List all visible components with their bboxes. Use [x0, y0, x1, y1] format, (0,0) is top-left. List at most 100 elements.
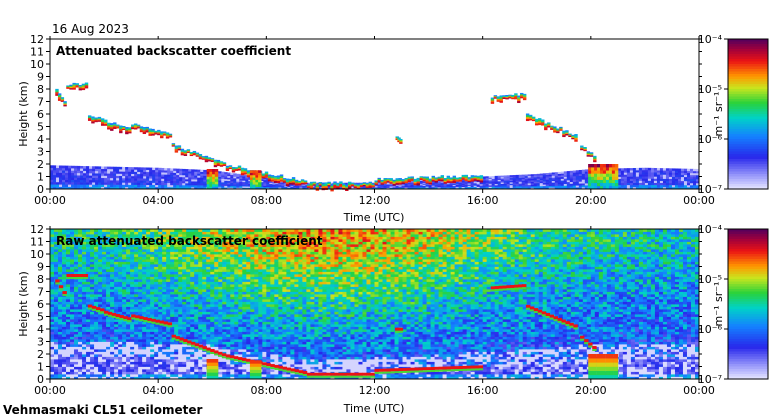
aerosol-cell: [116, 166, 120, 170]
cloud-cell: [359, 183, 364, 185]
aerosol-cell: [149, 186, 153, 190]
intense-cell: [212, 181, 216, 185]
raw-cell: [114, 336, 119, 340]
aerosol-cell: [140, 173, 144, 177]
aerosol-cell: [686, 184, 691, 188]
intense-cell: [258, 181, 262, 185]
raw-cell: [98, 229, 103, 232]
aerosol-cell: [650, 184, 655, 188]
aerosol-cell: [575, 181, 580, 184]
aerosol-cell: [224, 187, 228, 190]
cloud-cell: [368, 186, 372, 189]
aerosol-cell: [89, 186, 93, 190]
raw-cell: [110, 346, 115, 350]
raw-cell: [118, 276, 123, 280]
cloud-cell: [174, 148, 179, 151]
aerosol-cell: [200, 179, 204, 182]
aerosol-cell: [221, 173, 225, 176]
aerosol-cell: [683, 180, 688, 184]
aerosol-cell: [662, 186, 667, 190]
cloud-cell: [133, 127, 138, 130]
raw-cell: [74, 299, 79, 302]
raw-cell: [50, 364, 55, 367]
raw-cell: [150, 306, 155, 310]
aerosol-cell: [173, 168, 177, 171]
aerosol-cell: [545, 179, 550, 182]
aerosol-cell: [560, 173, 565, 176]
raw-cell: [154, 364, 159, 367]
cloud-cell: [276, 180, 281, 184]
raw-cell: [70, 369, 75, 372]
raw-cell: [86, 371, 91, 375]
raw-cell: [58, 319, 63, 322]
aerosol-cell: [317, 187, 321, 189]
cloud-cell: [154, 130, 158, 132]
aerosol-cell: [680, 178, 685, 182]
aerosol-cell: [689, 184, 694, 188]
aerosol-cell: [680, 168, 685, 171]
raw-cell: [58, 361, 63, 365]
intense-cell: [214, 179, 219, 182]
cloud-cell: [216, 161, 221, 164]
raw-cell: [66, 329, 71, 332]
cloud-cell: [122, 127, 126, 130]
cloud-cell: [110, 124, 114, 128]
aerosol-cell: [458, 184, 463, 187]
aerosol-cell: [377, 183, 381, 185]
aerosol-cell: [578, 181, 583, 184]
raw-cell: [138, 244, 143, 247]
aerosol-cell: [569, 187, 574, 190]
raw-cell: [158, 359, 163, 362]
aerosol-cell: [269, 182, 273, 185]
raw-cell: [98, 371, 103, 375]
aerosol-cell: [116, 186, 120, 190]
raw-cell: [146, 371, 151, 375]
cloud-cell: [380, 182, 384, 184]
aerosol-cell: [140, 184, 144, 188]
raw-cell: [146, 246, 151, 250]
cloud-cell: [399, 138, 403, 141]
raw-cell: [150, 369, 155, 372]
aerosol-cell: [98, 173, 102, 176]
raw-cell: [50, 329, 55, 332]
aerosol-cell: [488, 178, 493, 181]
raw-cell: [102, 371, 107, 375]
raw-cell: [122, 229, 127, 232]
aerosol-cell: [665, 172, 670, 175]
raw-cell: [150, 309, 155, 312]
aerosol-cell: [557, 178, 562, 181]
raw-cell: [66, 249, 71, 252]
raw-cell: [134, 251, 139, 255]
cloud-cell: [353, 183, 358, 186]
raw-cell: [162, 314, 167, 317]
cloud-cell: [479, 175, 484, 178]
aerosol-cell: [401, 185, 405, 187]
cloud-cell: [583, 148, 587, 151]
aerosol-cell: [419, 181, 423, 183]
cloud-cell: [72, 87, 76, 90]
cloud-cell: [401, 182, 405, 185]
raw-cell: [138, 321, 143, 325]
cloud-cell: [177, 147, 182, 150]
aerosol-cell: [509, 187, 514, 190]
aerosol-cell: [506, 175, 511, 177]
raw-cell: [134, 234, 139, 237]
raw-cell: [90, 284, 95, 287]
cloud-cell: [467, 177, 472, 179]
aerosol-cell: [92, 175, 96, 178]
aerosol-cell: [482, 181, 487, 184]
cloud-cell: [404, 177, 408, 180]
cloud-cell: [461, 178, 466, 180]
cloud-cell: [183, 151, 188, 154]
aerosol-cell: [131, 167, 135, 170]
raw-cell: [138, 306, 143, 310]
aerosol-cell: [140, 180, 144, 183]
aerosol-cell: [275, 185, 279, 187]
aerosol-cell: [86, 177, 90, 181]
aerosol-cell: [263, 183, 267, 185]
cloud-cell: [574, 137, 578, 140]
raw-cell: [126, 284, 131, 287]
aerosol-cell: [230, 174, 234, 177]
aerosol-cell: [392, 186, 396, 188]
raw-cell: [110, 241, 115, 245]
